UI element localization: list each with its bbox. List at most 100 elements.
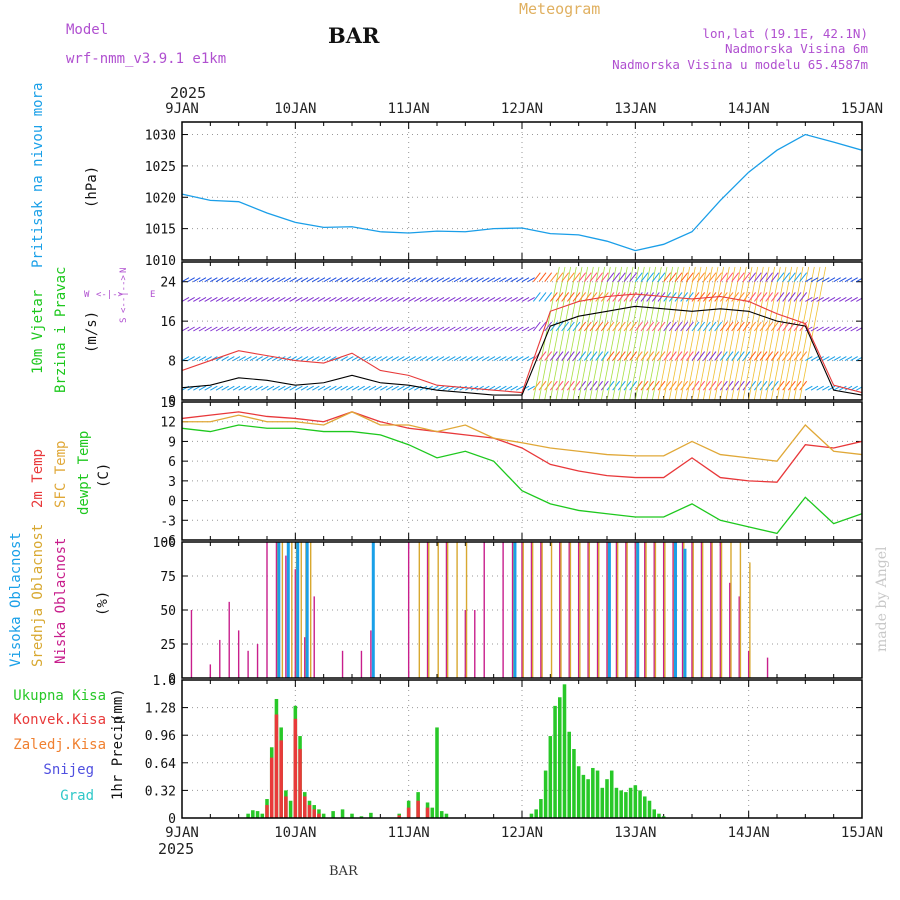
wind-hatch	[663, 266, 691, 400]
wind-hatch	[612, 266, 640, 400]
precip-bar-0	[595, 770, 600, 818]
layer-precip	[246, 684, 666, 818]
wind-barb	[714, 351, 723, 361]
wind-barb	[856, 277, 862, 283]
wind-barb	[249, 385, 258, 391]
wind-barb	[731, 380, 740, 391]
wind-barb	[482, 277, 490, 283]
panel-frame-pressure	[181, 121, 863, 261]
temp-unit: (C)	[96, 463, 112, 488]
wind-barb	[289, 326, 297, 332]
pressure-unit: (hPa)	[84, 166, 100, 208]
wind-barb	[380, 385, 388, 391]
wind-barb	[340, 356, 348, 362]
wind-barb	[442, 296, 450, 302]
wind-barb	[680, 292, 689, 302]
wind-barb	[306, 356, 314, 362]
precip-legend-frz: Zaledj.Kisa	[13, 737, 106, 753]
wind-barb	[612, 380, 621, 391]
wind-hatch	[691, 266, 719, 400]
wind-barb	[589, 292, 598, 302]
precip-legend-conv: Konvek.Kisa	[13, 712, 106, 728]
wind-barb	[482, 296, 490, 302]
wind-barb	[640, 321, 649, 332]
precip-bar-0	[553, 705, 557, 818]
wind-barb	[578, 272, 587, 283]
wind-barb	[566, 380, 575, 391]
wind-barb	[555, 380, 564, 391]
wind-barb	[504, 277, 513, 283]
wind-barb	[516, 385, 524, 391]
wind-barb	[334, 385, 343, 391]
wind-barb	[476, 356, 484, 362]
wind-barb	[776, 380, 785, 391]
wind-barb	[380, 326, 388, 332]
wind-barb	[493, 326, 501, 332]
wind-hatch	[725, 266, 753, 400]
wind-barb	[714, 321, 723, 332]
wind-barb	[340, 385, 348, 391]
wind-barb	[561, 321, 570, 332]
wind-barb	[261, 385, 269, 391]
wind-ylabel-1: 10m Vjetar	[30, 290, 46, 374]
wind-barb	[340, 326, 348, 332]
wind-hatch	[719, 266, 747, 400]
wind-barb	[595, 292, 604, 302]
wind-hatch	[617, 266, 645, 400]
wind-barb	[844, 385, 853, 391]
wind-barb	[470, 296, 479, 302]
wind-barb	[487, 356, 496, 362]
wind-barb	[634, 272, 643, 283]
precip-bar-0	[614, 787, 619, 818]
wind-barb	[850, 277, 858, 283]
wind-barb	[510, 356, 518, 362]
wind-barb	[487, 296, 496, 302]
panel-pressure: 1010 1015 1020 1025 1030	[145, 121, 863, 269]
wind-barb	[317, 296, 326, 302]
wind-barb	[266, 385, 275, 391]
wind-barb	[397, 296, 405, 302]
wind-barb	[187, 356, 195, 362]
wind-barb	[822, 296, 830, 302]
wind-barb	[725, 321, 734, 332]
wind-barb	[510, 385, 518, 391]
wind-hatch	[657, 266, 685, 400]
wind-barb	[516, 277, 524, 283]
wind-barb	[300, 296, 309, 302]
wind-barb	[255, 296, 263, 302]
wind-barb	[232, 277, 241, 283]
wind-barb	[844, 326, 853, 332]
wind-barb	[363, 326, 371, 332]
layer-pressure	[182, 133, 862, 252]
precip-bar-1	[406, 807, 411, 818]
wind-barb	[346, 385, 354, 391]
wind-barb	[459, 385, 467, 391]
wind-barb	[193, 277, 201, 283]
precip-bar-0	[340, 809, 345, 818]
wind-barb	[759, 321, 768, 332]
wind-barb	[244, 326, 252, 332]
wind-barb	[651, 321, 660, 332]
wind-barb	[578, 380, 587, 391]
wind-barb	[674, 351, 683, 361]
wind-barb	[244, 296, 252, 302]
wind-barb	[266, 296, 275, 302]
wind-barb	[822, 385, 830, 391]
wind-barb	[312, 356, 320, 362]
wind-barb	[465, 326, 473, 332]
date-tick-top: 9JAN	[165, 101, 199, 117]
wind-barb	[357, 296, 365, 302]
wind-barb	[856, 386, 862, 391]
wind-barb	[232, 356, 241, 362]
wind-barb	[414, 277, 422, 283]
wind-barb	[244, 385, 252, 391]
wind-barb	[414, 356, 422, 362]
wind-barb	[583, 272, 592, 283]
wind-barb	[346, 356, 354, 362]
date-tick-bottom: 10JAN	[274, 825, 316, 841]
wind-barb	[334, 326, 343, 332]
wind-barb	[555, 292, 564, 302]
wind-barb	[839, 277, 847, 283]
ytick-label-precip: 0.64	[145, 757, 176, 772]
wind-barb	[442, 277, 450, 283]
